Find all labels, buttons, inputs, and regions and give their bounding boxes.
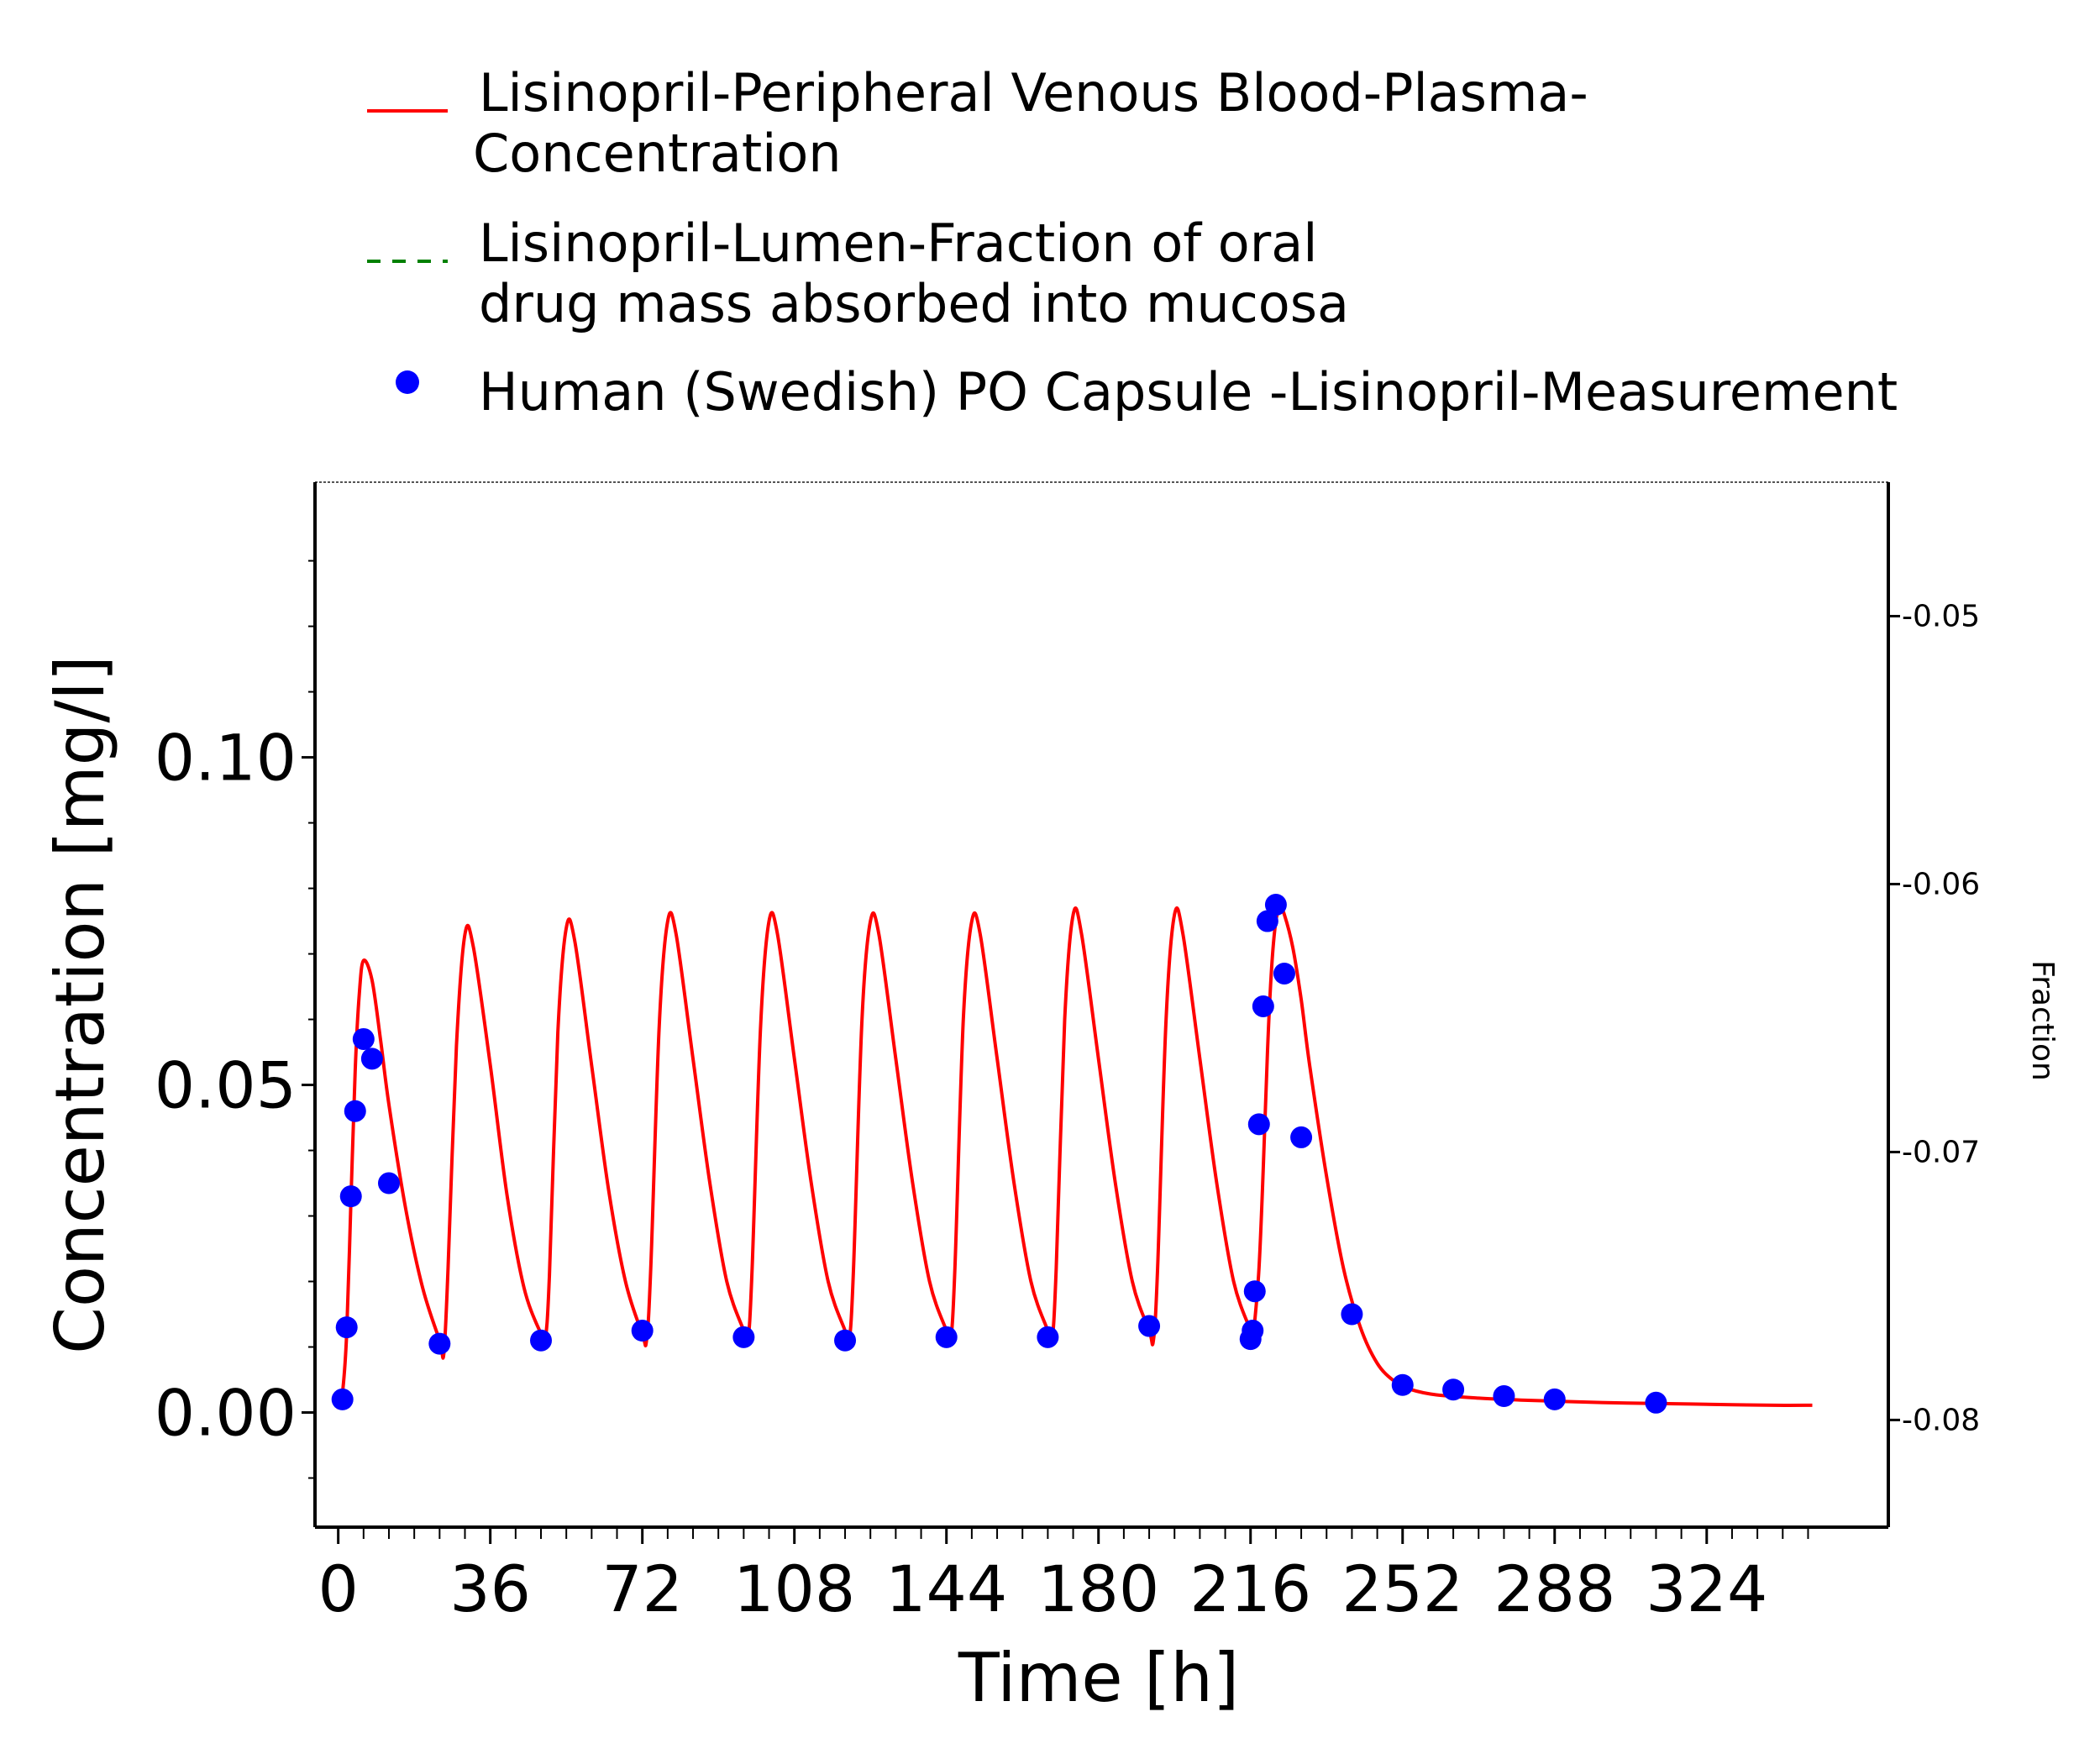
data-point — [1442, 1378, 1465, 1401]
data-point — [1256, 910, 1278, 932]
data-point — [530, 1329, 553, 1352]
data-point — [1273, 962, 1295, 985]
data-point — [1391, 1373, 1414, 1396]
data-point — [360, 1048, 383, 1070]
series-layer — [331, 894, 1813, 1414]
data-point — [1341, 1303, 1363, 1326]
y-tick-label: 0.05 — [155, 1048, 297, 1123]
x-tick-label: 108 — [733, 1552, 855, 1626]
legend-series-2-line-1: Lisinopril-Lumen-Fraction of oral — [479, 213, 1317, 274]
data-point — [1645, 1391, 1667, 1414]
data-point — [1252, 995, 1274, 1017]
data-point — [335, 1316, 358, 1339]
x-tick-label: 0 — [318, 1552, 358, 1626]
y2-axis-ticks: -0.08 -0.07 -0.06 -0.05 — [1888, 599, 1980, 1437]
data-point — [352, 1027, 375, 1050]
data-point — [732, 1326, 755, 1348]
legend-series-2-line-2: drug mass absorbed into mucosa — [479, 273, 1349, 334]
x-tick-label: 144 — [885, 1552, 1007, 1626]
y2-tick-label: -0.07 — [1902, 1135, 1980, 1169]
y2-tick-label: -0.08 — [1902, 1403, 1980, 1437]
x-tick-label: 36 — [449, 1552, 531, 1626]
x-axis-ticks: 0 36 72 108 144 180 216 252 288 324 — [318, 1527, 1809, 1626]
x-tick-label: 72 — [601, 1552, 683, 1626]
data-point — [1543, 1388, 1566, 1410]
y2-tick-label: -0.06 — [1902, 867, 1980, 901]
data-point — [1242, 1320, 1264, 1342]
data-point — [935, 1326, 958, 1348]
x-tick-label: 180 — [1037, 1552, 1159, 1626]
y-tick-label: 0.00 — [155, 1376, 297, 1451]
legend-series-1-line-1: Lisinopril-Peripheral Venous Blood-Plasm… — [479, 62, 1588, 123]
data-point — [428, 1332, 451, 1355]
data-point — [339, 1185, 362, 1208]
data-point — [331, 1388, 354, 1410]
data-point — [1264, 894, 1287, 916]
y-axis-title: Concentration [mg/l] — [41, 655, 119, 1354]
x-tick-label: 252 — [1341, 1552, 1463, 1626]
x-tick-label: 288 — [1494, 1552, 1615, 1626]
series-line-1 — [336, 906, 1813, 1410]
data-point — [377, 1172, 400, 1195]
x-tick-label: 216 — [1189, 1552, 1311, 1626]
y-axis-ticks: 0.00 0.05 0.10 — [155, 559, 315, 1479]
legend: Lisinopril-Peripheral Venous Blood-Plasm… — [367, 62, 1898, 423]
y2-axis-title: Fraction — [2025, 960, 2060, 1081]
data-point — [1037, 1326, 1059, 1348]
plot-frame — [313, 481, 1890, 1529]
data-point — [1247, 1113, 1270, 1136]
data-point — [1493, 1385, 1515, 1408]
data-point — [344, 1100, 366, 1122]
data-point — [1290, 1126, 1313, 1148]
data-point — [1243, 1280, 1266, 1303]
data-point — [631, 1320, 654, 1342]
legend-series-1-line-2: Concentration — [473, 123, 842, 184]
data-point — [834, 1329, 857, 1352]
data-point — [1138, 1315, 1161, 1337]
legend-series-3-line-1: Human (Swedish) PO Capsule -Lisinopril-M… — [479, 361, 1898, 423]
y-tick-label: 0.10 — [155, 721, 297, 795]
y2-tick-label: -0.05 — [1902, 599, 1980, 633]
x-tick-label: 324 — [1646, 1552, 1767, 1626]
x-axis-title: Time [h] — [958, 1639, 1239, 1717]
legend-swatch-marker — [396, 370, 419, 394]
